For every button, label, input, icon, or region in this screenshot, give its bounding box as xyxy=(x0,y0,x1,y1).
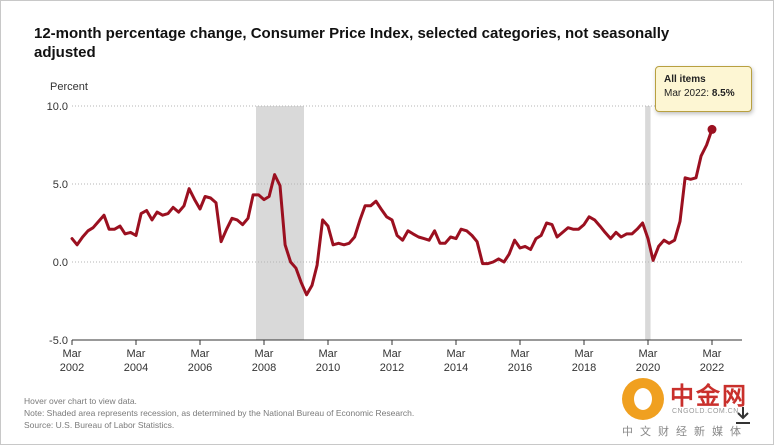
x-tick-year-label: 2014 xyxy=(444,362,468,374)
x-tick-month-label: Mar xyxy=(255,348,274,360)
x-tick-year-label: 2016 xyxy=(508,362,532,374)
tooltip-date: Mar 2022: xyxy=(664,88,710,99)
hover-hint: Hover over chart to view data. xyxy=(24,396,137,406)
x-tick-month-label: Mar xyxy=(575,348,594,360)
tooltip-value: 8.5% xyxy=(711,88,735,99)
watermark-slogan: 中文财经新媒体 xyxy=(622,426,748,438)
x-tick-year-label: 2002 xyxy=(60,362,84,374)
y-tick-label: 5.0 xyxy=(53,179,68,191)
x-tick-year-label: 2012 xyxy=(380,362,404,374)
source-note: Source: U.S. Bureau of Labor Statistics. xyxy=(24,420,175,430)
watermark-name: 中金网 xyxy=(670,383,748,410)
x-tick-month-label: Mar xyxy=(511,348,530,360)
tooltip-series: All items xyxy=(664,74,706,85)
x-tick-month-label: Mar xyxy=(639,348,658,360)
x-tick-year-label: 2006 xyxy=(188,362,212,374)
watermark-domain: CNGOLD.COM.CN xyxy=(672,408,739,415)
x-tick-year-label: 2008 xyxy=(252,362,276,374)
highlight-point[interactable] xyxy=(707,124,717,134)
x-tick-month-label: Mar xyxy=(703,348,722,360)
y-tick-label: 0.0 xyxy=(53,257,68,269)
y-tick-label: -5.0 xyxy=(49,335,68,347)
chart-area[interactable]: Percent10.05.00.0-5.0Mar2002Mar2004Mar20… xyxy=(0,0,776,400)
chart-title: 12-month percentage change, Consumer Pri… xyxy=(34,25,670,61)
x-tick-month-label: Mar xyxy=(127,348,146,360)
x-tick-month-label: Mar xyxy=(319,348,338,360)
watermark-logo-icon xyxy=(622,378,664,420)
y-axis-label: Percent xyxy=(50,81,88,93)
x-tick-year-label: 2010 xyxy=(316,362,340,374)
watermark: 中金网 CNGOLD.COM.CN 中文财经新媒体 xyxy=(622,376,772,442)
x-tick-month-label: Mar xyxy=(447,348,466,360)
recession-shade-2 xyxy=(645,106,651,340)
x-tick-month-label: Mar xyxy=(383,348,402,360)
recession-shade-1 xyxy=(256,106,304,340)
y-tick-label: 10.0 xyxy=(47,101,68,113)
recession-note: Note: Shaded area represents recession, … xyxy=(24,408,415,418)
series-line-all-items[interactable] xyxy=(70,127,714,297)
x-tick-month-label: Mar xyxy=(191,348,210,360)
data-tooltip: All items Mar 2022: 8.5% xyxy=(655,66,752,112)
download-icon[interactable] xyxy=(734,405,752,425)
x-tick-month-label: Mar xyxy=(63,348,82,360)
x-tick-year-label: 2020 xyxy=(636,362,660,374)
x-tick-year-label: 2004 xyxy=(124,362,148,374)
x-tick-year-label: 2022 xyxy=(700,362,724,374)
x-tick-year-label: 2018 xyxy=(572,362,596,374)
tooltip-value-line: Mar 2022: 8.5% xyxy=(664,87,751,101)
